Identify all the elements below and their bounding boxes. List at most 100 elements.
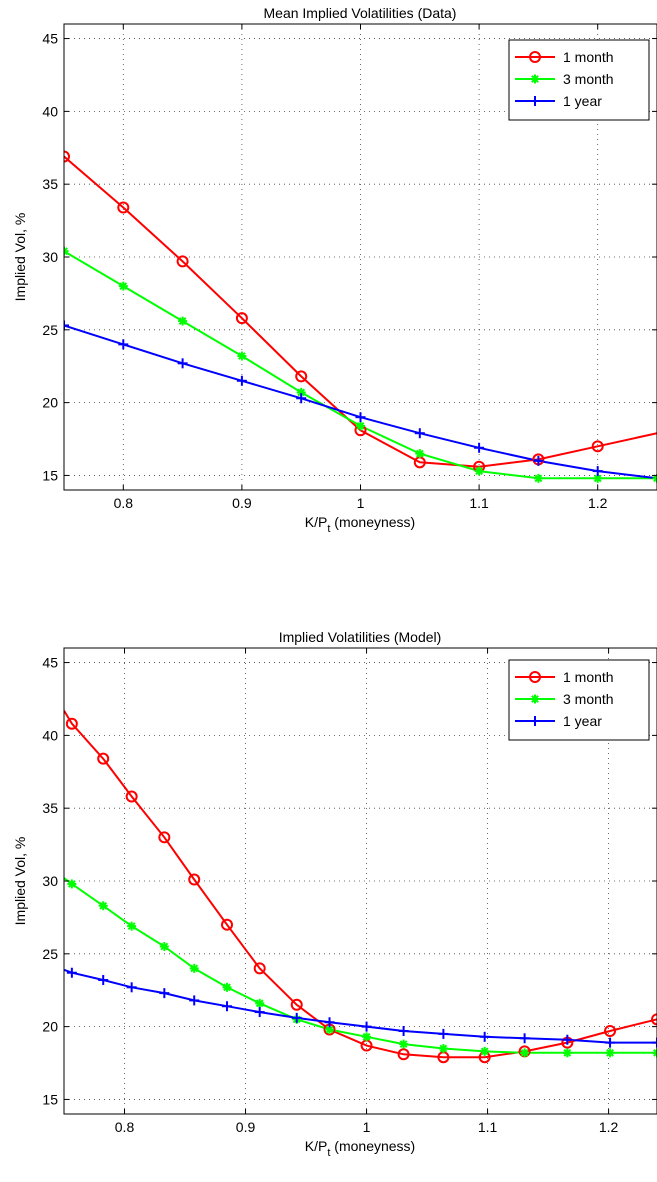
y-tick-label: 45 — [42, 31, 58, 47]
legend-item-1-year: 1 year — [515, 713, 602, 729]
y-axis-label: Implied Vol, % — [12, 837, 28, 926]
x-tick-label: 1.1 — [469, 495, 489, 511]
x-tick-label: 0.8 — [114, 495, 134, 511]
data-point-3-month — [222, 982, 232, 992]
data-point-3-month — [480, 1046, 490, 1056]
legend-marker — [530, 716, 540, 726]
x-tick-label: 1.2 — [599, 1119, 619, 1135]
legend-label: 1 month — [563, 49, 614, 65]
legend-item-1-month: 1 month — [515, 49, 614, 65]
data-point-1-year — [414, 428, 425, 439]
data-point-3-month — [178, 316, 188, 326]
data-point-1-month — [221, 918, 234, 931]
x-tick-label: 1.2 — [588, 495, 608, 511]
y-tick-labels: 15 20 25 30 35 40 45 — [42, 31, 58, 484]
y-tick-label: 15 — [42, 467, 58, 483]
y-tick-label: 40 — [42, 103, 58, 119]
data-point-1-year — [177, 358, 188, 369]
data-point-3-month — [652, 473, 657, 483]
data-point-1-month — [591, 440, 604, 453]
y-axis-label: Implied Vol, % — [12, 213, 28, 302]
data-point-1-year — [398, 1025, 409, 1036]
data-point-3-month — [118, 281, 128, 291]
data-point-1-year — [361, 1021, 372, 1032]
axes-box — [63, 647, 657, 1115]
y-tick-label: 45 — [42, 655, 58, 671]
axes-box — [63, 23, 657, 491]
legend-label: 1 year — [563, 713, 602, 729]
legend-marker — [529, 671, 541, 683]
y-tick-label: 20 — [42, 395, 58, 411]
series-lines — [64, 710, 657, 1059]
data-point-1-year — [118, 339, 129, 350]
data-point-1-year — [64, 320, 69, 331]
data-point-1-year — [291, 1012, 302, 1023]
legend-item-1-month: 1 month — [515, 669, 614, 685]
chart-title: Implied Volatilities (Model) — [279, 629, 442, 645]
data-point-1-year — [254, 1007, 265, 1018]
x-tick-label: 0.9 — [236, 1119, 256, 1135]
data-point-1-month — [188, 873, 201, 886]
data-point-1-year — [324, 1017, 335, 1028]
y-tick-label: 35 — [42, 176, 58, 192]
data-point-3-month — [605, 1048, 615, 1058]
tick-marks — [64, 24, 657, 490]
data-point-1-year — [479, 1031, 490, 1042]
x-axis-label-subscript: t — [327, 523, 330, 535]
data-point-1-year — [126, 982, 137, 993]
data-point-3-month — [533, 473, 543, 483]
x-axis-label-main: K/P — [305, 1138, 328, 1154]
legend-item-3-month: 3 month — [515, 691, 614, 707]
x-tick-label: 1 — [357, 495, 365, 511]
data-point-1-year — [159, 988, 170, 999]
data-point-3-month — [438, 1043, 448, 1053]
data-point-3-month — [652, 1048, 657, 1058]
legend-item-1-year: 1 year — [515, 93, 602, 109]
data-point-1-month — [125, 790, 138, 803]
series-line-1-month — [64, 710, 657, 1059]
y-tick-label: 30 — [42, 249, 58, 265]
data-point-1-year — [296, 393, 307, 404]
y-tick-label: 15 — [42, 1091, 58, 1107]
data-point-1-month — [235, 312, 248, 325]
data-point-1-month — [176, 255, 189, 268]
data-point-3-month — [362, 1032, 372, 1042]
series-markers — [65, 717, 657, 1064]
data-point-1-year — [519, 1033, 530, 1044]
data-point-1-year — [533, 455, 544, 466]
legend: 1 month 3 month 1 year — [508, 39, 650, 121]
x-tick-labels: 0.8 0.9 1 1.1 1.2 — [114, 495, 608, 511]
data-point-1-month — [290, 998, 303, 1011]
data-point-1-year — [98, 975, 109, 986]
data-point-1-month — [397, 1048, 410, 1061]
x-axis-label-subscript: t — [327, 1147, 330, 1159]
x-tick-label: 0.9 — [232, 495, 252, 511]
legend-label: 3 month — [563, 71, 614, 87]
data-point-1-year — [236, 375, 247, 386]
data-point-3-month — [189, 963, 199, 973]
data-point-1-year — [652, 1037, 657, 1048]
legend-marker — [530, 74, 540, 84]
legend-label: 3 month — [563, 691, 614, 707]
data-point-3-month — [67, 879, 77, 889]
series-markers — [64, 150, 657, 483]
x-tick-label: 1.1 — [478, 1119, 498, 1135]
tick-marks — [64, 648, 657, 1114]
data-point-1-month — [64, 150, 70, 163]
chart-panel-data: Mean Implied Volatilities (Data) K/Pt (m… — [12, 5, 657, 535]
data-point-1-year — [189, 995, 200, 1006]
legend: 1 month 3 month 1 year — [508, 659, 650, 741]
data-point-1-year — [355, 412, 366, 423]
data-point-1-year — [592, 466, 603, 477]
series-line-1-year — [64, 968, 657, 1044]
data-point-1-year — [605, 1037, 616, 1048]
data-point-1-year — [474, 442, 485, 453]
data-point-1-year — [438, 1028, 449, 1039]
x-tick-label: 1 — [363, 1119, 371, 1135]
y-tick-label: 35 — [42, 800, 58, 816]
data-point-1-month — [651, 1013, 657, 1026]
legend-marker — [530, 694, 540, 704]
data-point-1-month — [253, 962, 266, 975]
x-axis-label-suffix: (moneyness) — [330, 1138, 415, 1154]
x-axis-label-suffix: (moneyness) — [330, 514, 415, 530]
